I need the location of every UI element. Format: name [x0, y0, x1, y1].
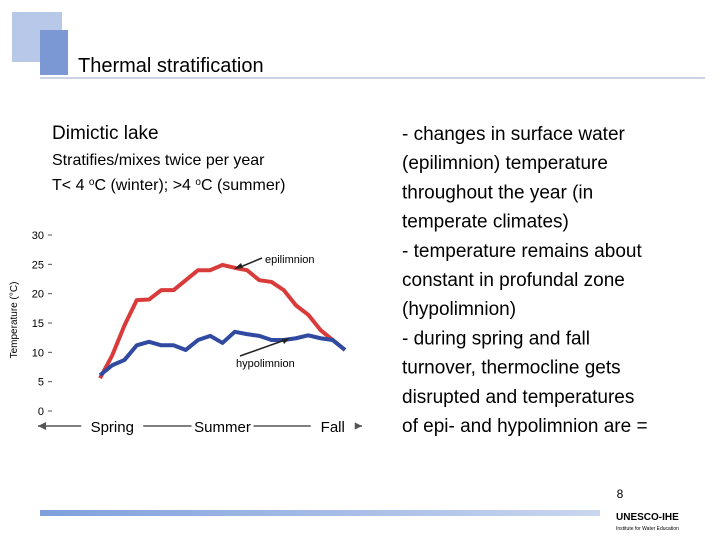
x-tick-label: Fall: [321, 419, 345, 436]
y-tick-label: 15: [32, 318, 44, 330]
superscript: o: [195, 177, 201, 188]
label-bg: [191, 416, 254, 436]
y-tick-label: 0: [38, 406, 44, 418]
body-line: - during spring and fall: [402, 328, 590, 349]
footer-bar: [40, 510, 600, 516]
body-line: constant in profundal zone: [402, 270, 625, 291]
y-tick-label: 20: [32, 289, 44, 301]
series-line: [98, 329, 347, 377]
decor-square: [40, 30, 68, 75]
logo-subtitle: Institute for Water Education: [616, 526, 679, 532]
logo: UNESCO-IHE: [616, 512, 679, 523]
series-annotation: hypolimnion: [236, 358, 295, 370]
text-part: T< 4: [52, 177, 89, 194]
subheading: Stratifies/mixes twice per year: [52, 152, 265, 169]
series-annotation: epilimnion: [265, 254, 315, 266]
x-tick-label: Spring: [91, 419, 134, 436]
body-text: - changes in surface water (epilimnion) t…: [402, 124, 648, 437]
temp-line: T< 4 oC (winter); >4 oC (summer): [52, 177, 285, 194]
axis-arrow: [38, 422, 46, 430]
body-line: temperate climates): [402, 212, 569, 233]
label-bg: [81, 416, 144, 436]
arrow-head: [234, 263, 243, 269]
label-bg: [310, 416, 355, 436]
body-line: - temperature remains about: [402, 241, 642, 262]
text-part: C (summer): [201, 177, 285, 194]
y-tick-label: 10: [32, 347, 44, 359]
body-line: throughout the year (in: [402, 182, 593, 203]
y-tick-label: 25: [32, 259, 44, 271]
superscript: o: [89, 177, 95, 188]
body-line: - changes in surface water: [402, 124, 626, 145]
chart: Temperature (°C) 0 5 10 15 20 25 30 Spring Summer…: [9, 230, 362, 436]
y-tick-label: 5: [38, 377, 44, 389]
x-tick-label: Summer: [194, 419, 251, 436]
body-line: (epilimnion) temperature: [402, 153, 608, 174]
text-part: C (winter); >4: [94, 177, 195, 194]
heading: Dimictic lake: [52, 123, 159, 144]
slide-title: Thermal stratification: [78, 55, 264, 77]
arrow-head: [282, 338, 290, 344]
y-tick-label: 30: [32, 230, 44, 242]
axis-arrow: [354, 422, 362, 430]
y-axis-label: Temperature (°C): [9, 282, 20, 359]
body-line: (hypolimnion): [402, 299, 516, 320]
series-line: [98, 262, 347, 380]
body-line: turnover, thermocline gets: [402, 358, 621, 379]
body-line: disrupted and temperatures: [402, 387, 634, 408]
body-line: of epi- and hypolimnion are =: [402, 416, 648, 437]
annotation-arrow: [239, 339, 286, 357]
page-number: 8: [617, 487, 624, 501]
